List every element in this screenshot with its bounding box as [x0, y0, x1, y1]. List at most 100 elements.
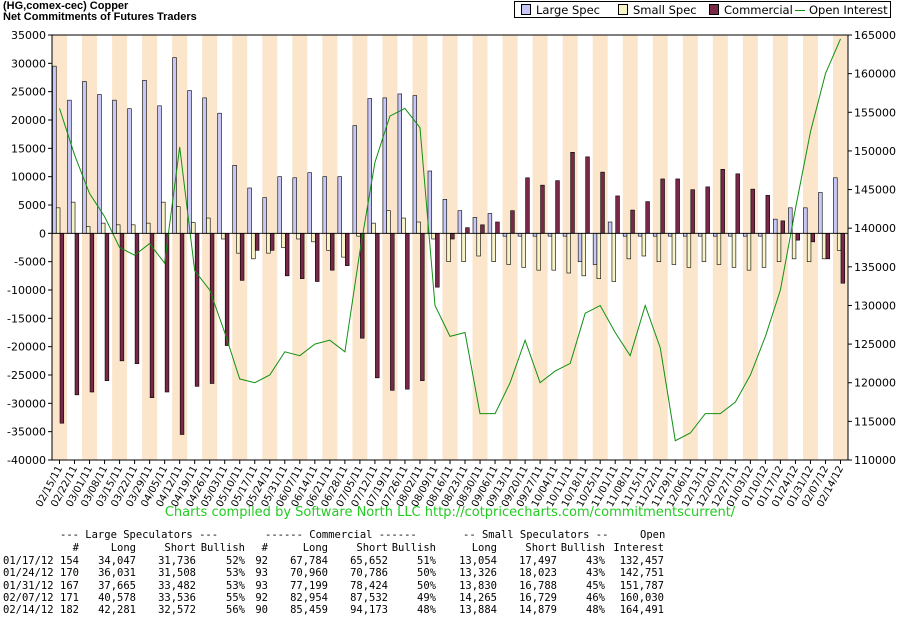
commercial-bar: [795, 233, 800, 241]
legend-commercial: Commercial: [709, 3, 793, 17]
commercial-bar: [825, 233, 831, 260]
small-spec-bar: [596, 233, 601, 279]
small-spec-bar: [341, 233, 346, 258]
legend-small-spec-label: Small Spec: [633, 3, 697, 17]
large-spec-bar: [517, 233, 523, 237]
right-tick-label: 135000: [854, 261, 896, 274]
commercial-bar: [224, 233, 230, 346]
small-spec-bar: [641, 233, 647, 257]
large-spec-bar: [637, 233, 643, 237]
small-spec-long-header: Long: [471, 542, 497, 554]
left-tick-label: 30000: [11, 57, 46, 70]
small-spec-long-cell: 13,884: [459, 604, 497, 617]
large-spec-short-cell: 33,536: [158, 591, 196, 604]
commercial-bar: [495, 221, 500, 234]
open-interest-header: Interest: [613, 542, 664, 554]
small-spec-bar: [416, 221, 421, 234]
legend-small-spec: Small Spec: [618, 3, 697, 17]
commercial-swatch: [709, 4, 719, 15]
large-spec-bullish-cell: 56%: [226, 604, 245, 617]
small-spec-bar: [626, 233, 632, 260]
large-spec-bar: [502, 233, 508, 237]
large-spec-bar: [187, 90, 192, 234]
group-header-open: Open: [640, 529, 666, 541]
right-tick-label: 140000: [854, 222, 896, 235]
right-tick-label: 120000: [854, 377, 896, 390]
left-tick-label: -40000: [7, 454, 46, 467]
small-spec-bar: [671, 233, 677, 265]
commercial-bar: [345, 233, 350, 266]
large-spec-bar: [397, 93, 402, 234]
commercial-bar: [720, 169, 725, 234]
commercial-bar: [480, 224, 485, 234]
left-tick-label: 5000: [18, 199, 46, 212]
left-tick-label: -15000: [7, 312, 46, 325]
large-spec-bar: [457, 210, 463, 234]
commercial-long-header: Long: [302, 542, 328, 554]
commercial-bullish-cell: 50%: [417, 567, 436, 580]
commercial-bar: [735, 173, 740, 234]
commercial-bar: [254, 233, 260, 251]
large-spec-bullish-cell: 55%: [226, 591, 245, 604]
commercial-count-cell: 92: [255, 591, 268, 604]
commercial-count-cell: 93: [255, 579, 268, 592]
open-interest-series: [59, 38, 841, 442]
small-spec-long-cell: 13,054: [459, 555, 497, 567]
open-interest-line: [59, 38, 841, 442]
commercial-bar: [435, 233, 440, 288]
small-spec-bar: [236, 233, 241, 254]
small-spec-bar: [506, 233, 511, 265]
small-spec-bar: [85, 226, 91, 234]
large-spec-count-cell: 167: [60, 579, 79, 592]
large-spec-bar: [202, 97, 207, 234]
commercial-bar: [810, 233, 816, 243]
commercial-bar: [405, 233, 410, 390]
small-spec-bar: [221, 233, 226, 240]
right-tick-label: 115000: [854, 415, 896, 428]
large-spec-bar: [607, 221, 613, 234]
commercial-bar: [269, 233, 275, 251]
large-spec-bar: [277, 176, 282, 234]
left-tick-label: 10000: [11, 171, 46, 184]
small-spec-bullish-header: Bullish: [560, 542, 605, 554]
left-tick-label: 0: [39, 227, 46, 240]
large-spec-count-cell: 171: [60, 591, 79, 604]
large-spec-bar: [803, 207, 808, 234]
commercial-bar: [840, 233, 846, 284]
large-spec-bar: [547, 233, 553, 237]
right-tick-label: 165000: [854, 29, 896, 42]
commercial-bar: [765, 195, 770, 234]
large-spec-bar: [592, 233, 598, 265]
commercial-long-cell: 85,459: [290, 604, 328, 617]
legend-commercial-label: Commercial: [724, 3, 793, 17]
large-spec-bar: [352, 125, 357, 234]
small-spec-short-cell: 17,497: [519, 555, 557, 567]
left-tick-label: -25000: [7, 369, 46, 382]
commercial-bar: [300, 233, 305, 279]
small-spec-bar: [551, 233, 556, 271]
small-spec-bar: [491, 233, 496, 262]
small-spec-bar: [401, 217, 406, 234]
large-spec-bar: [818, 192, 823, 234]
small-spec-bar: [116, 224, 121, 234]
large-spec-bar: [713, 233, 718, 237]
large-spec-bar: [292, 177, 297, 234]
large-spec-bullish-cell: 52%: [226, 555, 245, 567]
commercial-short-cell: 87,532: [350, 591, 388, 604]
large-spec-bar: [307, 172, 312, 234]
small-spec-bar: [716, 233, 722, 265]
commercial-bar: [315, 233, 320, 282]
commercial-bar: [209, 233, 215, 384]
right-tick-label: 125000: [854, 338, 896, 351]
commercial-bar: [179, 233, 185, 435]
row-date: 01/17/12: [3, 555, 54, 567]
large-spec-bar: [97, 94, 102, 234]
large-spec-bar: [833, 177, 838, 234]
commercial-bar: [330, 233, 335, 271]
commercial-bar: [615, 195, 620, 234]
commercial-bar: [645, 201, 650, 234]
large-spec-short-cell: 32,572: [158, 604, 196, 617]
commercial-count-header: #: [261, 542, 268, 554]
large-spec-bar: [472, 217, 478, 234]
large-spec-bar: [247, 187, 252, 234]
